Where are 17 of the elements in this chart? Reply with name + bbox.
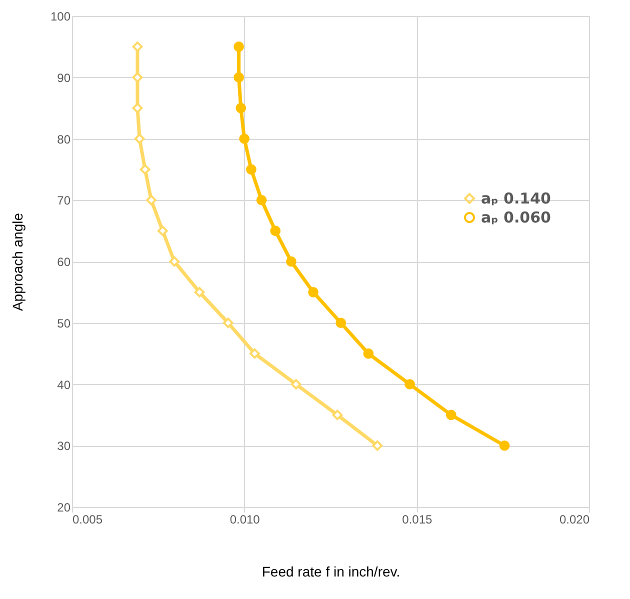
legend-label: aₚ 0.060 [481,208,551,226]
x-tick-label: 0.015 [402,512,433,526]
y-axis-title: Approach angle [9,212,26,312]
y-tick-label: 60 [57,255,71,269]
y-tick-label: 30 [57,439,71,454]
y-tick-label: 90 [57,70,71,85]
y-tick-label: 20 [57,500,71,514]
y-tick-label: 50 [57,316,71,330]
x-axis-title: Feed rate f in inch/rev. [262,564,400,580]
x-tick-label: 0.010 [230,512,260,526]
x-tick-label: 0.020 [559,512,590,526]
x-tick-label: 0.005 [72,512,103,526]
y-tick-label: 70 [57,194,71,208]
y-tick-label: 40 [57,378,71,392]
y-tick-label: 100 [50,10,71,24]
legend-label: aₚ 0.140 [481,190,551,208]
y-tick-label: 80 [57,132,71,146]
